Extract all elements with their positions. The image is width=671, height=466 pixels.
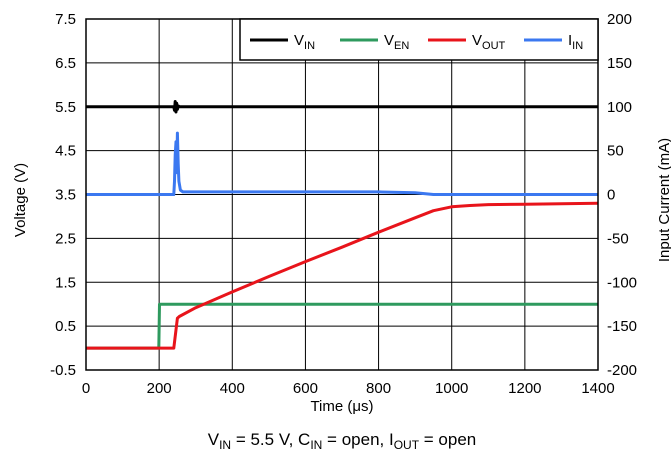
- y-right-tick-label: 150: [607, 55, 632, 72]
- series-layer: [86, 100, 599, 350]
- y-right-tick-label: -50: [607, 230, 629, 247]
- y-right-tick-label: -100: [607, 274, 637, 291]
- y-left-tick-label: 7.5: [55, 11, 76, 28]
- x-tick-label: 1000: [435, 380, 468, 397]
- y-left-tick-label: 1.5: [55, 274, 76, 291]
- y-left-tick-label: 2.5: [55, 230, 76, 247]
- y-axis-left-label: Voltage (V): [12, 163, 29, 237]
- series-line-vout: [86, 201, 599, 350]
- tick-labels: 0 200 400 600 800 1000 1200 1400-0.50.51.52.53.…: [50, 11, 637, 397]
- series-line-iin: [86, 131, 598, 196]
- y-left-tick-label: 5.5: [55, 99, 76, 116]
- y-right-tick-label: 200: [607, 11, 632, 28]
- x-tick-label: 0: [82, 380, 90, 397]
- y-left-tick-label: 6.5: [55, 55, 76, 72]
- caption: VIN = 5.5 V, CIN = open, IOUT = open: [208, 430, 477, 452]
- x-tick-label: 800: [366, 380, 391, 397]
- y-left-tick-label: -0.5: [50, 362, 76, 379]
- legend: VIN VEN VOUT IIN: [239, 18, 599, 61]
- y-right-tick-label: 100: [607, 99, 632, 116]
- x-tick-label: 1400: [581, 380, 614, 397]
- y-left-tick-label: 3.5: [55, 187, 76, 204]
- x-tick-label: 600: [293, 380, 318, 397]
- y-left-tick-label: 0.5: [55, 318, 76, 335]
- x-tick-label: 400: [220, 380, 245, 397]
- series-line-vin: [86, 100, 598, 114]
- x-axis-label: Time (μs): [310, 398, 373, 415]
- y-right-tick-label: -200: [607, 362, 637, 379]
- y-right-tick-label: -150: [607, 318, 637, 335]
- y-right-tick-label: 0: [607, 187, 615, 204]
- x-tick-label: 1200: [508, 380, 541, 397]
- x-tick-label: 200: [147, 380, 172, 397]
- y-left-tick-label: 4.5: [55, 143, 76, 160]
- y-right-tick-label: 50: [607, 143, 624, 160]
- y-axis-right-label: Input Current (mA): [656, 138, 671, 262]
